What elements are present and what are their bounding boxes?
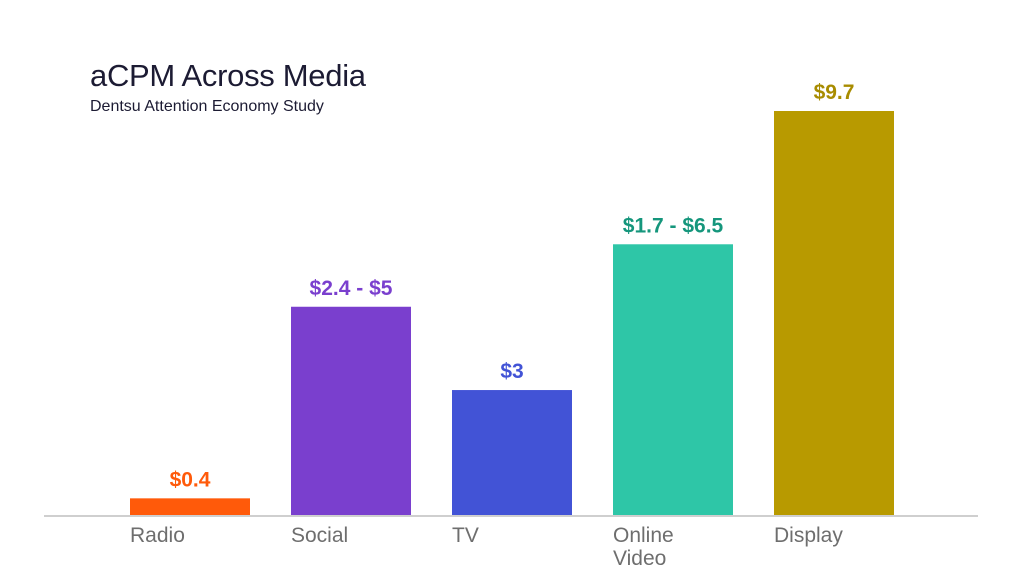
bar-tv [452,390,572,515]
chart-title: aCPM Across Media [90,58,366,93]
data-label-online-video: $1.7 - $6.5 [623,214,724,237]
tick-label-radio: Radio [130,524,185,547]
bar-online-video [613,244,733,515]
tick-label-tv: TV [452,524,479,547]
tick-label-display: Display [774,524,843,547]
bar-social [291,306,411,515]
bar-display [774,111,894,515]
data-label-radio: $0.4 [170,468,211,491]
tick-label-online-video: Online Video [613,524,674,570]
data-label-display: $9.7 [814,81,855,104]
tick-label-social: Social [291,524,348,547]
chart-subtitle: Dentsu Attention Economy Study [90,98,324,115]
bar-radio [130,498,250,515]
data-label-social: $2.4 - $5 [310,277,393,300]
data-label-tv: $3 [500,360,523,383]
